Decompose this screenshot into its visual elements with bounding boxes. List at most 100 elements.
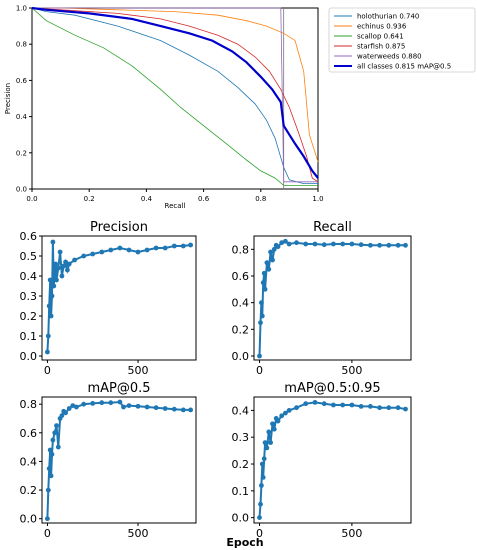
subplot-frame (253, 396, 412, 524)
data-point (54, 277, 59, 283)
x-tick-label: 1.0 (312, 195, 323, 203)
data-point (321, 401, 327, 407)
x-tick-label: 0 (256, 527, 263, 540)
series-line-1 (32, 7, 319, 162)
data-point (70, 403, 76, 408)
y-tick-label: 0.2 (232, 458, 250, 471)
data-point (48, 473, 54, 479)
x-tick-label: 0 (44, 527, 51, 540)
data-point (63, 259, 68, 265)
data-point (45, 333, 51, 339)
y-tick-label: 0.2 (232, 323, 250, 336)
data-point (52, 430, 58, 436)
y-tick-label: 0.0 (20, 350, 38, 363)
y-tick-label: 0.4 (20, 455, 38, 468)
y-tick-label: 0.6 (20, 427, 38, 440)
legend-entry: starfish 0.875 (357, 43, 405, 51)
data-point (53, 261, 58, 267)
data-point (259, 313, 265, 319)
subplot-frame (41, 235, 197, 361)
data-point (259, 461, 265, 467)
y-tick-label: 0.4 (16, 113, 28, 121)
data-point (153, 405, 159, 411)
data-point (386, 405, 392, 411)
data-point (340, 241, 346, 247)
y-tick-label: 0.4 (232, 297, 250, 310)
series-line-0 (31, 7, 318, 185)
series-line-2 (31, 7, 318, 186)
data-point (312, 400, 318, 405)
data-point (99, 249, 105, 255)
x-tick-label: 0.4 (141, 195, 153, 203)
data-point (395, 405, 401, 411)
y-tick-label: 0.2 (20, 310, 38, 323)
y-tick-label: 0.0 (232, 512, 250, 525)
data-point (45, 487, 51, 493)
recall-subplot: Recall 0 500 0.0 0.2 0.4 0.6 0.8 (232, 220, 412, 377)
y-tick-label: 0.0 (20, 513, 38, 526)
x-tick-label: 0 (44, 364, 51, 377)
data-point (377, 405, 382, 411)
data-point (275, 244, 281, 250)
data-point (258, 320, 263, 326)
data-point (50, 239, 56, 245)
data-point (162, 245, 168, 251)
data-point (66, 406, 72, 411)
subplot-title: Recall (313, 220, 352, 235)
y-tick-label: 0.3 (232, 431, 250, 444)
x-tick-label: 0 (256, 364, 263, 377)
data-point (117, 245, 123, 251)
x-tick-label: 500 (128, 364, 149, 377)
data-point (294, 405, 299, 411)
data-point (286, 241, 292, 247)
map50-95-subplot: mAP@0.5:0.95 0 500 0.0 0.1 0.2 0.3 0.4 (232, 381, 412, 540)
data-point (368, 242, 373, 248)
data-point (264, 260, 270, 266)
data-point (48, 313, 54, 319)
data-point (49, 451, 55, 457)
data-point (368, 404, 373, 409)
data-point (266, 266, 272, 272)
legend-entry: echinus 0.936 (357, 23, 407, 31)
data-point (257, 353, 262, 359)
data-point (51, 283, 57, 289)
data-point (294, 240, 299, 246)
y-tick-label: 0.4 (232, 404, 250, 417)
pr-curve-chart: 0.0 0.2 0.4 0.6 0.8 1.0 0.0 0.2 0.4 0.6 0.8 1.0 Reca… (4, 5, 324, 211)
y-tick-label: 0.6 (16, 77, 28, 85)
data-point (270, 421, 275, 427)
data-point (271, 426, 277, 432)
data-point (303, 241, 309, 247)
y-tick-label: 0.0 (16, 186, 27, 194)
data-point (59, 413, 65, 418)
data-point (72, 257, 77, 263)
data-point (90, 401, 96, 406)
data-point (403, 406, 408, 412)
data-point (81, 401, 87, 407)
data-point (259, 483, 264, 488)
series-line-5 (31, 6, 319, 179)
legend-entry: scallop 0.641 (357, 33, 404, 41)
data-point (108, 400, 114, 406)
data-point (358, 242, 364, 248)
subplot-frame (41, 396, 197, 524)
data-point (49, 293, 55, 299)
data-point (395, 242, 401, 248)
y-tick-label: 0.1 (232, 485, 250, 498)
x-tick-label: 0.2 (84, 195, 95, 203)
data-point (144, 247, 150, 253)
data-point (117, 399, 123, 405)
data-point (321, 242, 327, 248)
data-point (55, 444, 61, 450)
subplot-title: Precision (90, 220, 148, 235)
subplot-title: mAP@0.5:0.95 (284, 381, 380, 396)
x-axis-label: Recall (165, 202, 186, 210)
subplot-frame (253, 235, 412, 361)
data-point (50, 437, 56, 443)
data-point (283, 410, 288, 416)
series-line (46, 400, 191, 519)
data-point (126, 403, 132, 408)
data-point (162, 406, 168, 411)
series-line (46, 241, 191, 353)
legend-box (328, 7, 476, 73)
